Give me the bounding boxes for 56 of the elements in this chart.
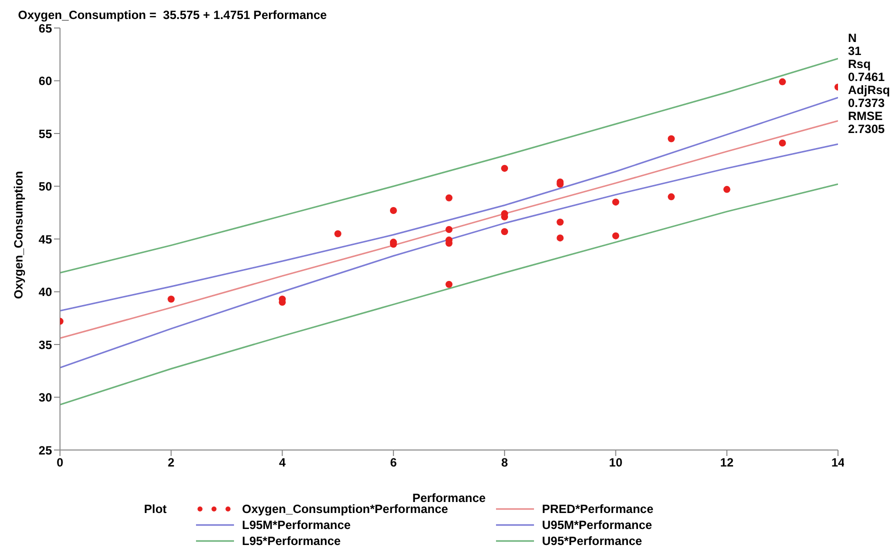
legend-label: L95*Performance: [242, 534, 341, 548]
point: [668, 193, 675, 200]
x-tick-label: 6: [390, 456, 398, 470]
legend-label: U95M*Performance: [542, 518, 652, 532]
point: [446, 280, 452, 288]
x-tick-label: 8: [501, 456, 508, 470]
point: [612, 232, 620, 240]
point: [446, 226, 452, 234]
line-series: [60, 58, 838, 274]
text: AdjRsq: [848, 83, 890, 97]
point: [556, 218, 564, 226]
line-series: [60, 120, 838, 339]
y-tick-label: 55: [38, 126, 52, 141]
x-tick-label: 2: [168, 456, 175, 470]
chart-title: Oxygen_Consumption = 35.575 + 1.4751 Performance: [18, 8, 327, 22]
x-tick-label: 10: [609, 456, 623, 470]
y-tick-label: 65: [38, 21, 52, 36]
legend-label: PRED*Performance: [542, 502, 654, 516]
y-axis-title: Oxygen_Consumption: [11, 170, 26, 299]
text: 31: [848, 44, 862, 58]
y-tick-label: 50: [38, 180, 52, 194]
text: N: [848, 31, 858, 45]
point: [556, 234, 564, 242]
text: 2.7305: [848, 122, 886, 136]
text: 0.7461: [848, 70, 886, 84]
legend-label: L95M*Performance: [242, 518, 351, 532]
point: [168, 296, 175, 303]
x-tick-label: 0: [56, 456, 64, 470]
line-series: [60, 143, 838, 368]
x-tick-label: 12: [720, 456, 734, 470]
point: [501, 228, 508, 236]
line-series: [60, 96, 838, 312]
text: Rsq: [848, 57, 872, 71]
point: [668, 135, 675, 142]
text: 0.7373: [848, 96, 885, 110]
y-tick-label: 35: [38, 338, 52, 352]
legend-label: Oxygen_Consumption*Performance: [242, 502, 448, 516]
y-tick-label: 25: [38, 443, 52, 458]
text: RMSE: [848, 109, 884, 123]
legend-title: Plot: [144, 502, 168, 518]
point: [778, 78, 786, 86]
y-tick-label: 60: [38, 74, 52, 88]
line-series: [60, 183, 838, 406]
y-tick-label: 40: [38, 285, 52, 300]
legend-label: U95*Performance: [542, 534, 642, 548]
y-tick-label: 45: [38, 232, 52, 246]
point: [612, 198, 620, 206]
point: [446, 194, 452, 202]
point: [334, 230, 342, 238]
point: [501, 164, 508, 172]
x-tick-label: 4: [278, 456, 286, 470]
x-axis-title: Performance: [412, 491, 486, 505]
point: [778, 139, 786, 146]
point: [390, 207, 397, 214]
y-tick-label: 30: [38, 390, 52, 405]
point: [723, 186, 730, 193]
